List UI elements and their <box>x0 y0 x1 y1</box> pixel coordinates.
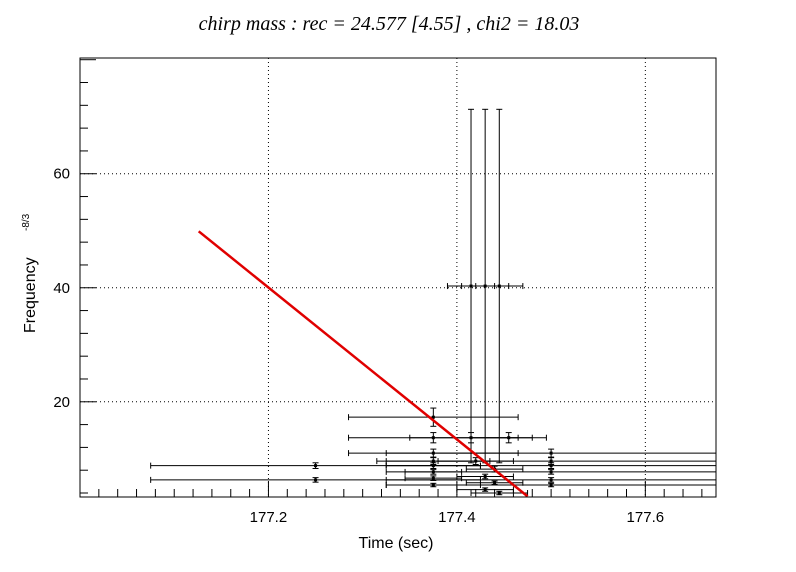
error-bar-point <box>475 108 524 464</box>
x-axis-ticks: 177.2 177.4 177.6 <box>98 481 703 526</box>
chart-title: chirp mass : rec = 24.577 [4.55] , chi2 … <box>199 13 580 35</box>
y-axis-label-group: Frequency -8/3 <box>21 213 39 333</box>
grid-lines <box>80 58 716 497</box>
error-bar-point <box>348 407 519 427</box>
data-point-marker <box>497 284 501 288</box>
fit-line-group <box>197 230 529 498</box>
data-point-marker <box>493 481 497 485</box>
x-axis-label: Time (sec) <box>359 535 434 552</box>
data-point-marker <box>549 478 553 482</box>
error-bar-points <box>150 108 717 497</box>
data-point-marker <box>549 483 553 487</box>
error-bar-point <box>470 490 529 497</box>
data-point-marker <box>314 478 318 482</box>
y-axis-label-exponent: -8/3 <box>21 213 32 231</box>
error-bar-point <box>465 479 524 486</box>
error-bar-point <box>385 448 717 458</box>
error-bar-point <box>385 462 717 469</box>
data-point-marker <box>507 436 511 440</box>
data-point-marker <box>549 470 553 474</box>
data-point-marker <box>549 451 553 455</box>
data-point-marker <box>431 415 435 419</box>
data-point-marker <box>497 491 501 495</box>
data-point-marker <box>314 464 318 468</box>
x-tick-label: 177.2 <box>250 509 288 526</box>
data-point-marker <box>549 464 553 468</box>
error-bar-point <box>470 432 547 444</box>
x-tick-label: 177.6 <box>627 509 665 526</box>
fit-line <box>197 230 529 498</box>
y-tick-label: 20 <box>53 394 70 411</box>
data-point-marker <box>549 459 553 463</box>
y-axis-ticks: 20 40 60 <box>53 59 96 494</box>
error-bar-point <box>404 475 463 482</box>
y-tick-label: 60 <box>53 166 70 183</box>
x-tick-label: 177.4 <box>438 509 476 526</box>
plot-frame <box>79 57 717 498</box>
error-bar-point <box>456 486 514 493</box>
data-point-marker <box>483 488 487 492</box>
data-point-marker <box>431 476 435 480</box>
data-point-marker <box>483 474 487 478</box>
y-tick-label: 40 <box>53 280 70 297</box>
y-axis-label: Frequency <box>22 257 39 333</box>
